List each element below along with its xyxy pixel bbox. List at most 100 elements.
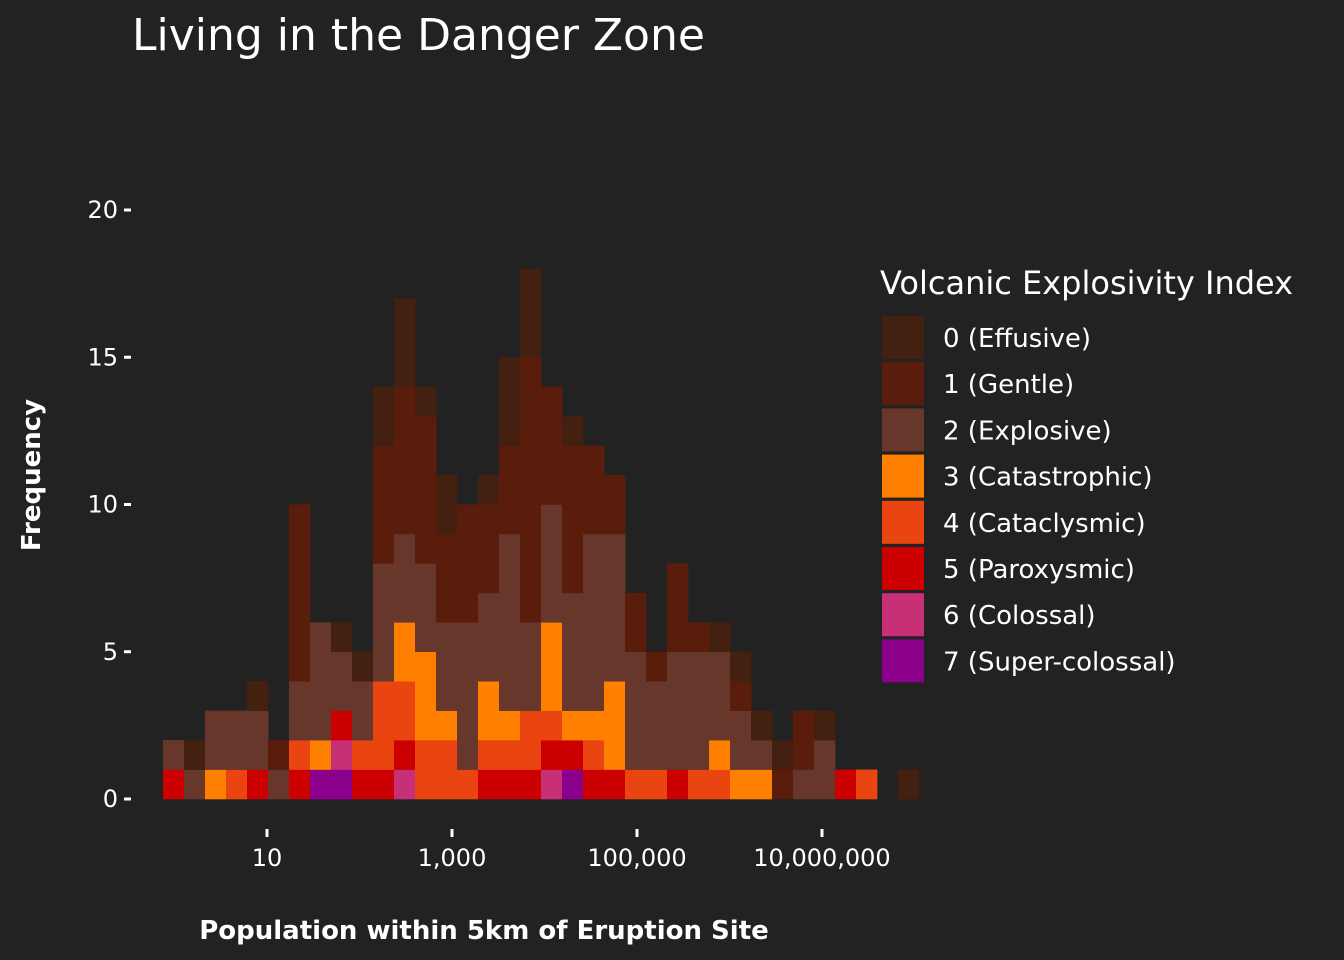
y-axis: 0 5 10 15 20: [87, 196, 131, 813]
bar-bin14-vei2: [457, 622, 479, 770]
bar-bin30-vei1: [793, 710, 815, 770]
bar-bin9-vei0: [352, 651, 374, 682]
bar-bin6-vei4: [289, 740, 311, 770]
bar-bin15-vei0: [478, 475, 500, 505]
bar-bin26-vei0: [709, 622, 731, 653]
bar-bin31-vei2: [814, 740, 836, 800]
bar-bin23-vei1: [646, 651, 668, 682]
bar-bin28-vei2: [751, 740, 773, 770]
bar-bin13-vei2: [436, 622, 458, 711]
bar-bin6-vei1: [289, 504, 311, 682]
bar-bin6-vei5: [289, 769, 311, 800]
bar-bin26-vei2: [709, 651, 731, 741]
bar-bin28-vei3: [751, 769, 773, 800]
bar-bin25-vei4: [688, 769, 710, 800]
bar-bin33-vei4: [856, 769, 878, 800]
bar-bin12-vei3: [415, 651, 437, 741]
legend-title: Volcanic Explosivity Index: [880, 264, 1293, 302]
legend-swatch-vei3: [882, 454, 924, 498]
bar-bin11-vei3: [394, 622, 416, 682]
bar-bin19-vei3: [562, 710, 584, 741]
bar-bin24-vei1: [667, 563, 689, 653]
bar-bin17-vei2: [520, 622, 542, 711]
bar-bin24-vei2: [667, 651, 689, 770]
bar-bin29-vei1: [772, 769, 794, 800]
bars-layer: [163, 268, 920, 800]
bar-bin2-vei3: [205, 769, 227, 800]
bar-bin3-vei2: [226, 710, 248, 770]
bar-bin9-vei4: [352, 740, 374, 770]
bar-bin10-vei1: [373, 445, 395, 564]
bar-bin7-vei2: [310, 622, 332, 741]
bar-bin18-vei6: [541, 769, 563, 800]
bar-bin18-vei5: [541, 740, 563, 770]
bar-bin8-vei2: [331, 651, 353, 711]
bar-bin4-vei2: [247, 710, 269, 770]
bar-bin17-vei1: [520, 357, 542, 623]
bar-bin27-vei1: [730, 681, 752, 711]
bar-bin11-vei6: [394, 769, 416, 800]
bar-bin13-vei4: [436, 740, 458, 800]
bar-bin9-vei5: [352, 769, 374, 800]
bar-bin20-vei4: [583, 740, 605, 770]
bar-bin23-vei4: [646, 769, 668, 800]
bar-bin3-vei4: [226, 769, 248, 800]
bar-bin16-vei3: [499, 710, 521, 741]
bar-bin19-vei1: [562, 445, 584, 594]
bar-bin26-vei3: [709, 740, 731, 770]
bar-bin14-vei4: [457, 769, 479, 800]
bar-bin20-vei2: [583, 533, 605, 711]
bar-bin0-vei5: [163, 769, 185, 800]
bar-bin30-vei2: [793, 769, 815, 800]
bar-bin19-vei2: [562, 592, 584, 711]
bar-bin13-vei3: [436, 710, 458, 741]
bar-bin7-vei3: [310, 740, 332, 770]
bar-bin20-vei3: [583, 710, 605, 741]
legend-swatch-vei5: [882, 547, 924, 590]
legend-label-vei3: 3 (Catastrophic): [943, 463, 1153, 493]
legend-label-vei1: 1 (Gentle): [943, 370, 1074, 400]
bar-bin22-vei1: [625, 592, 647, 653]
bar-bin29-vei0: [772, 740, 794, 770]
legend-swatch-vei0: [882, 316, 924, 359]
bar-bin27-vei2: [730, 710, 752, 770]
bar-bin12-vei0: [415, 386, 437, 417]
bar-bin0-vei2: [163, 740, 185, 770]
bar-bin19-vei0: [562, 416, 584, 446]
bar-bin11-vei1: [394, 386, 416, 535]
bar-bin7-vei7: [310, 769, 332, 800]
legend-swatch-vei2: [882, 408, 924, 452]
bar-bin11-vei5: [394, 740, 416, 770]
x-axis-title: Population within 5km of Eruption Site: [199, 916, 769, 946]
legend-swatch-vei7: [882, 639, 924, 683]
y-axis-title: Frequency: [17, 399, 47, 551]
bar-bin15-vei4: [478, 740, 500, 770]
bar-bin16-vei4: [499, 740, 521, 770]
bar-bin14-vei1: [457, 504, 479, 623]
bar-bin11-vei2: [394, 533, 416, 623]
bar-bin16-vei5: [499, 769, 521, 800]
bar-bin13-vei0: [436, 475, 458, 535]
bar-bin6-vei2: [289, 681, 311, 741]
bar-bin17-vei5: [520, 769, 542, 800]
bar-bin20-vei1: [583, 445, 605, 535]
bar-bin9-vei2: [352, 681, 374, 741]
bar-bin32-vei5: [835, 769, 857, 800]
bar-bin28-vei0: [751, 710, 773, 741]
bar-bin15-vei5: [478, 769, 500, 800]
bar-bin12-vei1: [415, 416, 437, 564]
bar-bin1-vei0: [184, 740, 206, 770]
bar-bin8-vei5: [331, 710, 353, 741]
y-tick-label: 10: [87, 491, 118, 519]
bar-bin8-vei6: [331, 740, 353, 770]
x-tick-label: 10: [252, 844, 283, 872]
bar-bin8-vei0: [331, 622, 353, 653]
bar-bin27-vei3: [730, 769, 752, 800]
bar-bin2-vei2: [205, 710, 227, 770]
bar-bin24-vei5: [667, 769, 689, 800]
bar-bin4-vei0: [247, 681, 269, 711]
bar-bin5-vei1: [268, 740, 290, 770]
bar-bin35-vei0: [898, 769, 920, 800]
bar-bin19-vei7: [562, 769, 584, 800]
legend-swatch-vei1: [882, 362, 924, 406]
